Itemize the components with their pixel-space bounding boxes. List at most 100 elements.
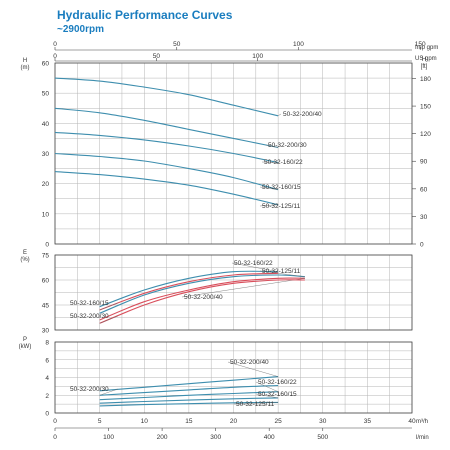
curve-leader [99, 315, 119, 324]
y-tick-label: 60 [42, 278, 50, 285]
right-tick-label: 180 [420, 76, 431, 83]
chart-subtitle: ~2900rpm [57, 24, 104, 35]
y-axis-unit: (kW) [19, 344, 32, 350]
curve-efficiency [99, 272, 279, 311]
curve-head [54, 171, 279, 206]
curve-leader [227, 361, 279, 377]
curve-label: 50-32-125/11 [262, 203, 301, 210]
curve-leader [259, 204, 279, 207]
us-gpm-tick-label: 100 [252, 53, 263, 60]
curve-label: 50-32-125/11 [262, 268, 301, 275]
curve-leader [259, 186, 279, 190]
lmin-tick-label: 0 [53, 434, 57, 441]
us-gpm-tick-label: 50 [153, 53, 161, 60]
right-tick-label: 150 [420, 104, 431, 111]
imp-gpm-tick-label: 50 [173, 41, 181, 48]
curve-label: 50-32-200/30 [70, 313, 109, 320]
head-panel: 0102030405060H(m)0306090120150180H[ft]50… [21, 57, 432, 249]
m3h-tick-label: 25 [275, 418, 283, 425]
imp-gpm-tick-label: 0 [53, 41, 57, 48]
lmin-tick-label: 300 [210, 434, 221, 441]
right-tick-label: 60 [420, 186, 428, 193]
m3h-tick-label: 20 [230, 418, 238, 425]
y-axis-unit: (%) [20, 257, 29, 263]
curve-label: 50-32-200/30 [70, 386, 109, 393]
curve-label: 50-32-160/22 [234, 260, 273, 267]
y-tick-label: 0 [45, 411, 49, 418]
m3h-tick-label: 0 [53, 418, 57, 425]
curve-leader [255, 381, 279, 392]
m3h-tick-label: 30 [319, 418, 327, 425]
lmin-tick-label: 100 [103, 434, 114, 441]
y-tick-label: 50 [42, 91, 50, 98]
curve-leader [278, 113, 282, 116]
curve-head [54, 131, 279, 164]
lmin-tick-label: 200 [157, 434, 168, 441]
right-tick-label: 90 [420, 159, 428, 166]
curve-power [99, 384, 279, 396]
y-tick-label: 2 [45, 393, 49, 400]
curve-efficiency [99, 274, 305, 314]
lmin-tick-label: 500 [317, 434, 328, 441]
y-tick-label: 8 [45, 340, 49, 347]
curve-efficiency [99, 277, 305, 321]
right-tick-label: 0 [420, 242, 424, 249]
m3h-unit: m³/h [416, 419, 428, 425]
curve-label: 50-32-160/22 [264, 159, 303, 166]
m3h-tick-label: 15 [185, 418, 193, 425]
curve-label: 50-32-200/30 [268, 142, 307, 149]
y-tick-label: 60 [42, 61, 50, 68]
curve-label: 50-32-160/15 [258, 391, 297, 398]
right-axis-unit: [ft] [421, 64, 428, 70]
curve-label: 50-32-125/11 [236, 401, 275, 408]
curve-leader [233, 402, 279, 405]
y-axis-label: P [23, 337, 27, 343]
panel-frame [54, 341, 413, 414]
y-tick-label: 30 [42, 328, 50, 335]
m3h-tick-label: 35 [364, 418, 372, 425]
curve-leader [231, 262, 279, 272]
curve-power [99, 376, 279, 392]
curve-efficiency [99, 270, 279, 308]
y-tick-label: 4 [45, 375, 49, 382]
curve-leader [261, 161, 279, 163]
curve-head [54, 77, 279, 117]
y-axis-unit: (m) [21, 65, 30, 71]
y-tick-label: 45 [42, 303, 50, 310]
us-gpm-tick-label: 0 [53, 53, 57, 60]
curve-leader [99, 302, 119, 311]
us-gpm-unit: US gpm [415, 56, 437, 62]
m3h-tick-label: 10 [141, 418, 149, 425]
y-axis-label: E [23, 250, 27, 256]
y-tick-label: 6 [45, 357, 49, 364]
imp-gpm-tick-label: 150 [415, 41, 426, 48]
y-tick-label: 0 [45, 242, 49, 249]
curve-power [99, 397, 279, 404]
curve-label: 50-32-200/40 [184, 294, 223, 301]
curve-label: 50-32-160/15 [262, 184, 301, 191]
right-axis-label: H [422, 57, 426, 63]
imp-gpm-tick-label: 100 [293, 41, 304, 48]
curve-leader [265, 144, 279, 148]
bottom-axis-scales: 0 5 10 15 20 25 30 35 40 m³/h 0 100 200 300 400 500 l/mi… [53, 418, 428, 441]
curve-label: 50-32-200/40 [283, 111, 322, 118]
curve-leader [99, 388, 119, 396]
y-tick-label: 30 [42, 151, 50, 158]
right-tick-label: 30 [420, 214, 428, 221]
y-tick-label: 75 [42, 253, 50, 260]
m3h-tick-label: 5 [98, 418, 102, 425]
curve-leader [181, 278, 305, 298]
curve-label: 50-32-200/40 [230, 359, 269, 366]
imp-gpm-unit: Imp gpm [415, 45, 438, 51]
curve-head [54, 152, 279, 191]
chart-title: Hydraulic Performance Curves [57, 8, 233, 22]
lmin-tick-label: 400 [264, 434, 275, 441]
curve-efficiency [99, 279, 305, 324]
curve-power [99, 391, 279, 401]
curve-label: 50-32-160/22 [258, 379, 297, 386]
panel-frame [54, 254, 413, 331]
y-tick-label: 10 [42, 211, 50, 218]
